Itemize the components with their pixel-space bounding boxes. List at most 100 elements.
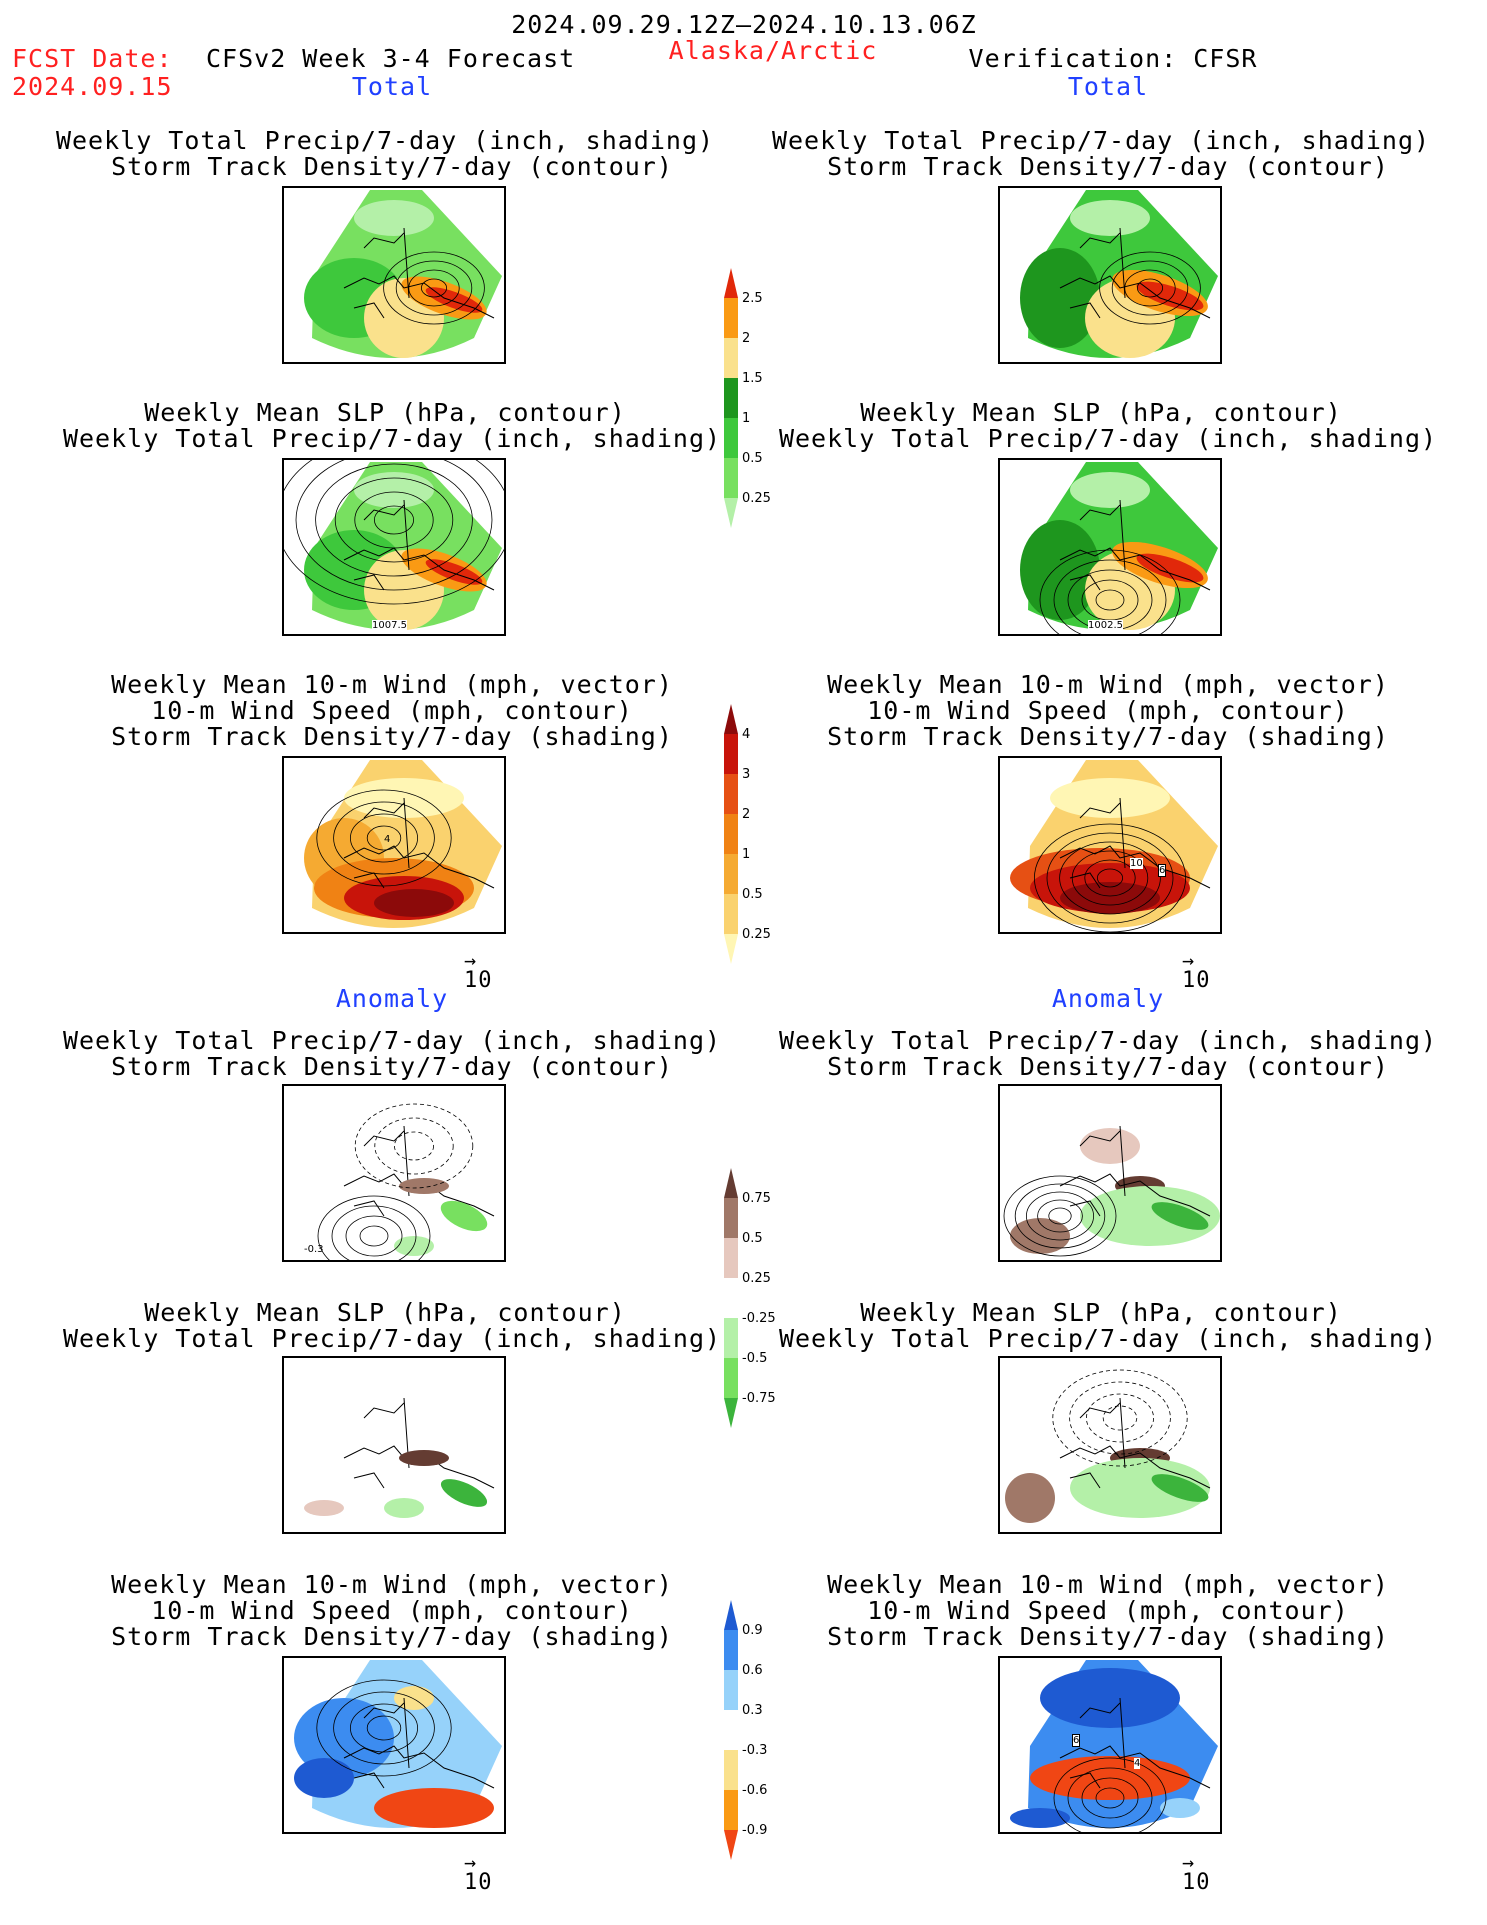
colorbar-swatch bbox=[724, 854, 738, 894]
map-precip-storm-cfsr-anomaly bbox=[998, 1084, 1222, 1262]
colorbar-swatch bbox=[724, 378, 738, 418]
panel7-title-line1: Weekly Total Precip/7-day (inch, shading… bbox=[62, 1026, 722, 1055]
section-anomaly-right: Anomaly bbox=[1051, 984, 1165, 1013]
map-wind-storm-cfsr-anomaly: 6 4 bbox=[998, 1656, 1222, 1834]
panel2-title-line2: Storm Track Density/7-day (contour) bbox=[827, 152, 1389, 181]
panel3-title-line2: Weekly Total Precip/7-day (inch, shading… bbox=[62, 424, 722, 453]
colorbar-swatch bbox=[724, 1630, 738, 1670]
colorbar-storm-anomaly: 0.9 0.6 0.3 -0.3 -0.6 -0.9 bbox=[720, 1600, 800, 1890]
panel9-title-line2: Weekly Total Precip/7-day (inch, shading… bbox=[62, 1324, 722, 1353]
colorbar-tick-label: 0.3 bbox=[742, 1703, 763, 1718]
colorbar-swatch bbox=[724, 1238, 738, 1278]
panel12-title-line3: Storm Track Density/7-day (shading) bbox=[827, 1622, 1389, 1651]
section-total-left: Total bbox=[351, 72, 433, 101]
colorbar-tick-label: 2 bbox=[742, 331, 750, 346]
wind-contour-label: 6 bbox=[1158, 864, 1167, 877]
colorbar-swatch bbox=[724, 814, 738, 854]
colorbar-end-cap bbox=[724, 498, 738, 528]
colorbar-tick-label: -0.6 bbox=[742, 1783, 767, 1798]
panel7-title-line2: Storm Track Density/7-day (contour) bbox=[111, 1052, 673, 1081]
vector-ref-label: 10 bbox=[464, 1870, 493, 1895]
map-slp-precip-cfsr-anomaly bbox=[998, 1356, 1222, 1534]
colorbar-swatch bbox=[724, 338, 738, 378]
map-precip-storm-cfsr-total bbox=[998, 186, 1222, 364]
colorbar-tick-label: 0.9 bbox=[742, 1623, 763, 1638]
colorbar-storm-total: 4 3 2 1 0.5 0.25 bbox=[720, 704, 800, 994]
colorbar-swatch bbox=[724, 1318, 738, 1358]
slp-contour-label: 1007.5 bbox=[372, 620, 407, 631]
panel8-title-line2: Storm Track Density/7-day (contour) bbox=[827, 1052, 1389, 1081]
vector-ref-arrow-icon: → bbox=[1182, 948, 1195, 972]
panel3-title-line1: Weekly Mean SLP (hPa, contour) bbox=[144, 398, 626, 427]
date-range-title: 2024.09.29.12Z–2024.10.13.06Z bbox=[511, 10, 977, 39]
panel6-title-line3: Storm Track Density/7-day (shading) bbox=[827, 722, 1389, 751]
panel8-title-line1: Weekly Total Precip/7-day (inch, shading… bbox=[778, 1026, 1438, 1055]
panel5-title-line1: Weekly Mean 10-m Wind (mph, vector) bbox=[111, 670, 673, 699]
verification-title: Verification: CFSR bbox=[968, 44, 1258, 73]
colorbar-end-cap bbox=[724, 704, 738, 734]
map-wind-storm-forecast-total: 4 bbox=[282, 756, 506, 934]
map-precip-storm-forecast-total bbox=[282, 186, 506, 364]
panel4-title-line2: Weekly Total Precip/7-day (inch, shading… bbox=[778, 424, 1438, 453]
wind-contour-label: 6 bbox=[1072, 1734, 1081, 1747]
colorbar-swatch bbox=[724, 298, 738, 338]
colorbar-tick-label: 4 bbox=[742, 727, 750, 742]
colorbar-tick-label: -0.3 bbox=[742, 1743, 767, 1758]
map-precip-storm-forecast-anomaly: -0.3 bbox=[282, 1084, 506, 1262]
panel10-title-line2: Weekly Total Precip/7-day (inch, shading… bbox=[778, 1324, 1438, 1353]
panel10-title-line1: Weekly Mean SLP (hPa, contour) bbox=[860, 1298, 1342, 1327]
colorbar-swatch bbox=[724, 458, 738, 498]
colorbar-tick-label: 3 bbox=[742, 767, 750, 782]
colorbar-tick-label: 2 bbox=[742, 807, 750, 822]
colorbar-tick-label: 0.5 bbox=[742, 451, 763, 466]
panel11-title-line2: 10-m Wind Speed (mph, contour) bbox=[151, 1596, 633, 1625]
vector-ref-arrow-icon: → bbox=[464, 1850, 477, 1874]
colorbar-tick-label: 0.5 bbox=[742, 1231, 763, 1246]
colorbar-tick-label: 1 bbox=[742, 411, 750, 426]
map-slp-precip-cfsr-total: 1002.5 bbox=[998, 458, 1222, 636]
panel4-title-line1: Weekly Mean SLP (hPa, contour) bbox=[860, 398, 1342, 427]
colorbar-end-cap bbox=[724, 1398, 738, 1428]
vector-ref-label: 10 bbox=[1182, 1870, 1211, 1895]
map-slp-precip-forecast-anomaly bbox=[282, 1356, 506, 1534]
colorbar-tick-label: -0.25 bbox=[742, 1311, 776, 1326]
colorbar-swatch bbox=[724, 418, 738, 458]
panel11-title-line1: Weekly Mean 10-m Wind (mph, vector) bbox=[111, 1570, 673, 1599]
colorbar-swatch bbox=[724, 1198, 738, 1238]
forecast-title: CFSv2 Week 3-4 Forecast bbox=[206, 44, 576, 73]
colorbar-tick-label: 0.25 bbox=[742, 1271, 771, 1286]
colorbar-tick-label: 1 bbox=[742, 847, 750, 862]
storm-contour-label: -0.3 bbox=[304, 1244, 324, 1255]
colorbar-end-cap bbox=[724, 934, 738, 964]
map-wind-storm-cfsr-total: 10 6 bbox=[998, 756, 1222, 934]
colorbar-tick-label: -0.75 bbox=[742, 1391, 776, 1406]
colorbar-swatch bbox=[724, 734, 738, 774]
fcst-date-label: FCST Date: bbox=[12, 44, 173, 73]
map-slp-precip-forecast-total: 1007.5 bbox=[282, 458, 506, 636]
wind-contour-label: 10 bbox=[1130, 858, 1143, 869]
colorbar-swatch bbox=[724, 1278, 738, 1318]
colorbar-tick-label: 0.75 bbox=[742, 1191, 771, 1206]
colorbar-swatch bbox=[724, 1670, 738, 1710]
colorbar-precip-anomaly: 0.75 0.5 0.25 -0.25 -0.5 -0.75 bbox=[720, 1168, 800, 1458]
slp-contour-label: 1002.5 bbox=[1088, 620, 1123, 631]
colorbar-swatch bbox=[724, 1710, 738, 1750]
fcst-date-value: 2024.09.15 bbox=[12, 72, 173, 101]
colorbar-end-cap bbox=[724, 1830, 738, 1860]
colorbar-end-cap bbox=[724, 268, 738, 298]
colorbar-tick-label: 0.5 bbox=[742, 887, 763, 902]
colorbar-end-cap bbox=[724, 1600, 738, 1630]
colorbar-swatch bbox=[724, 774, 738, 814]
colorbar-swatch bbox=[724, 1790, 738, 1830]
colorbar-tick-label: 0.25 bbox=[742, 491, 771, 506]
panel6-title-line1: Weekly Mean 10-m Wind (mph, vector) bbox=[827, 670, 1389, 699]
panel6-title-line2: 10-m Wind Speed (mph, contour) bbox=[867, 696, 1349, 725]
vector-ref-label: 10 bbox=[464, 968, 493, 993]
panel12-title-line1: Weekly Mean 10-m Wind (mph, vector) bbox=[827, 1570, 1389, 1599]
colorbar-tick-label: -0.5 bbox=[742, 1351, 767, 1366]
wind-contour-label: 4 bbox=[384, 834, 391, 845]
colorbar-swatch bbox=[724, 894, 738, 934]
colorbar-swatch bbox=[724, 1358, 738, 1398]
map-wind-storm-forecast-anomaly bbox=[282, 1656, 506, 1834]
section-total-right: Total bbox=[1067, 72, 1149, 101]
